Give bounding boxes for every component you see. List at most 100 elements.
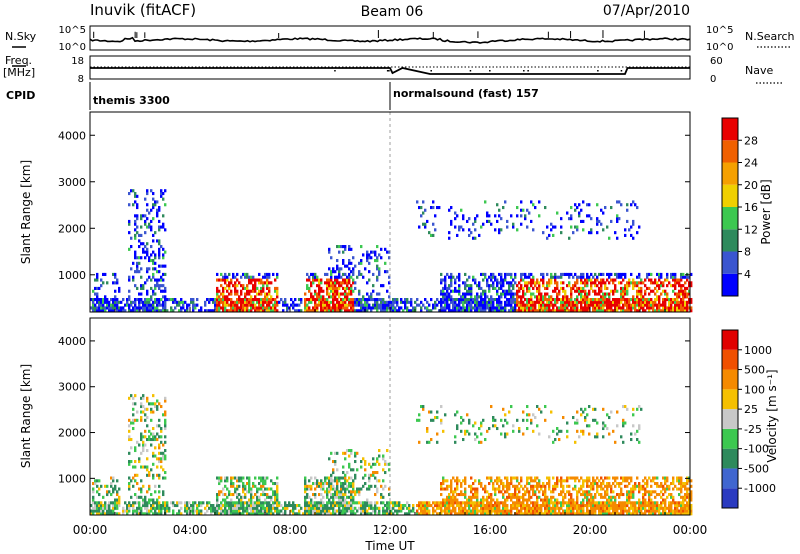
range-cell <box>130 236 133 240</box>
nsky-label: N.Sky <box>5 30 37 43</box>
range-cell <box>640 278 643 282</box>
range-cell <box>332 468 335 472</box>
range-cell <box>480 298 483 302</box>
range-cell <box>444 498 447 502</box>
range-cell <box>618 501 621 505</box>
range-cell <box>92 303 95 307</box>
range-cell <box>424 208 427 212</box>
range-cell <box>594 272 597 276</box>
range-cell <box>570 225 573 229</box>
range-cell <box>640 289 643 293</box>
range-cell <box>540 298 543 302</box>
range-cell <box>440 506 443 510</box>
range-cell <box>450 487 453 491</box>
range-cell <box>510 214 513 218</box>
range-cell <box>606 286 609 290</box>
range-cell <box>156 284 159 288</box>
range-cell <box>306 303 309 307</box>
range-cell <box>430 298 433 302</box>
range-cell <box>528 272 531 276</box>
range-cell <box>146 208 149 212</box>
range-cell <box>454 217 457 221</box>
range-cell <box>98 479 101 483</box>
range-cell <box>354 300 357 304</box>
range-cell <box>610 410 613 414</box>
range-cell <box>150 410 153 414</box>
range-cell <box>524 309 527 313</box>
colorbar-tick-label: 28 <box>744 134 758 147</box>
range-cell <box>100 278 103 282</box>
range-cell <box>506 281 509 285</box>
range-cell <box>108 300 111 304</box>
range-cell <box>318 506 321 510</box>
range-cell <box>558 479 561 483</box>
range-cell <box>154 256 157 260</box>
range-cell <box>522 292 525 296</box>
range-cell <box>484 498 487 502</box>
range-cell <box>230 303 233 307</box>
range-cell <box>466 498 469 502</box>
range-cell <box>326 490 329 494</box>
range-cell <box>494 309 497 313</box>
range-cell <box>158 490 161 494</box>
range-cell <box>154 402 157 406</box>
range-cell <box>254 289 257 293</box>
range-cell <box>620 286 623 290</box>
colorbar-tick-label: 12 <box>744 223 758 236</box>
range-cell <box>406 306 409 310</box>
range-cell <box>428 504 431 508</box>
range-cell <box>304 495 307 499</box>
range-cell <box>370 473 373 477</box>
range-cell <box>262 504 265 508</box>
range-cell <box>526 309 529 313</box>
range-cell <box>196 504 199 508</box>
range-cell <box>450 495 453 499</box>
freq-line <box>90 67 690 75</box>
range-cell <box>544 509 547 513</box>
range-cell <box>516 476 519 480</box>
range-cell <box>570 506 573 510</box>
range-cell <box>632 413 635 417</box>
range-cell <box>592 512 595 516</box>
range-cell <box>152 233 155 237</box>
range-cell <box>656 272 659 276</box>
range-cell <box>486 295 489 299</box>
range-cell <box>486 509 489 513</box>
range-cell <box>236 289 239 293</box>
range-cell <box>610 306 613 310</box>
range-cell <box>528 495 531 499</box>
range-cell <box>508 303 511 307</box>
range-cell <box>264 295 267 299</box>
range-cell <box>328 498 331 502</box>
range-cell <box>578 300 581 304</box>
range-cell <box>456 484 459 488</box>
range-cell <box>150 295 153 299</box>
range-cell <box>428 410 431 414</box>
range-cell <box>156 465 159 469</box>
range-cell <box>314 275 317 279</box>
range-cell <box>682 275 685 279</box>
range-cell <box>146 303 149 307</box>
range-cell <box>566 435 569 439</box>
range-cell <box>522 306 525 310</box>
range-cell <box>248 498 251 502</box>
range-cell <box>320 487 323 491</box>
range-cell <box>646 275 649 279</box>
range-cell <box>158 446 161 450</box>
range-cell <box>542 504 545 508</box>
range-cell <box>352 490 355 494</box>
range-cell <box>556 479 559 483</box>
range-cell <box>566 504 569 508</box>
range-cell <box>230 298 233 302</box>
range-cell <box>514 292 517 296</box>
range-cell <box>236 493 239 497</box>
range-cell <box>92 512 95 516</box>
range-cell <box>510 306 513 310</box>
range-cell <box>276 512 279 516</box>
range-cell <box>452 504 455 508</box>
range-cell <box>162 493 165 497</box>
range-cell <box>608 501 611 505</box>
range-cell <box>352 482 355 486</box>
range-cell <box>638 306 641 310</box>
range-cell <box>562 479 565 483</box>
